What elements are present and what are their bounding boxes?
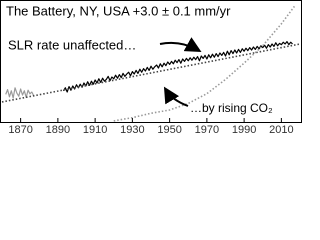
chart: The Battery, NY, USA +3.0 ± 0.1 mm/yr SL… xyxy=(0,0,302,136)
page: The Battery, NY, USA +3.0 ± 0.1 mm/yr SL… xyxy=(0,0,302,136)
x-tick-label: 1950 xyxy=(157,124,181,136)
x-tick-label: 1970 xyxy=(195,124,219,136)
x-tick-label: 1990 xyxy=(232,124,256,136)
arrow xyxy=(159,37,202,52)
x-tick-label: 1930 xyxy=(120,124,144,136)
series-line xyxy=(5,87,35,99)
x-tick-label: 2010 xyxy=(269,124,293,136)
chart-title: The Battery, NY, USA +3.0 ± 0.1 mm/yr xyxy=(6,3,231,18)
x-tick-label: 1890 xyxy=(46,124,70,136)
marks xyxy=(1,5,301,122)
series-line xyxy=(113,5,296,122)
plot-frame xyxy=(0,0,302,123)
series-line xyxy=(1,43,301,103)
series-line xyxy=(62,41,293,93)
annotation: …by rising CO₂ xyxy=(190,101,273,115)
arrow xyxy=(163,86,189,107)
annotation: SLR rate unaffected… xyxy=(8,37,136,52)
x-tick-label: 1870 xyxy=(8,124,32,136)
x-tick-label: 1910 xyxy=(83,124,107,136)
